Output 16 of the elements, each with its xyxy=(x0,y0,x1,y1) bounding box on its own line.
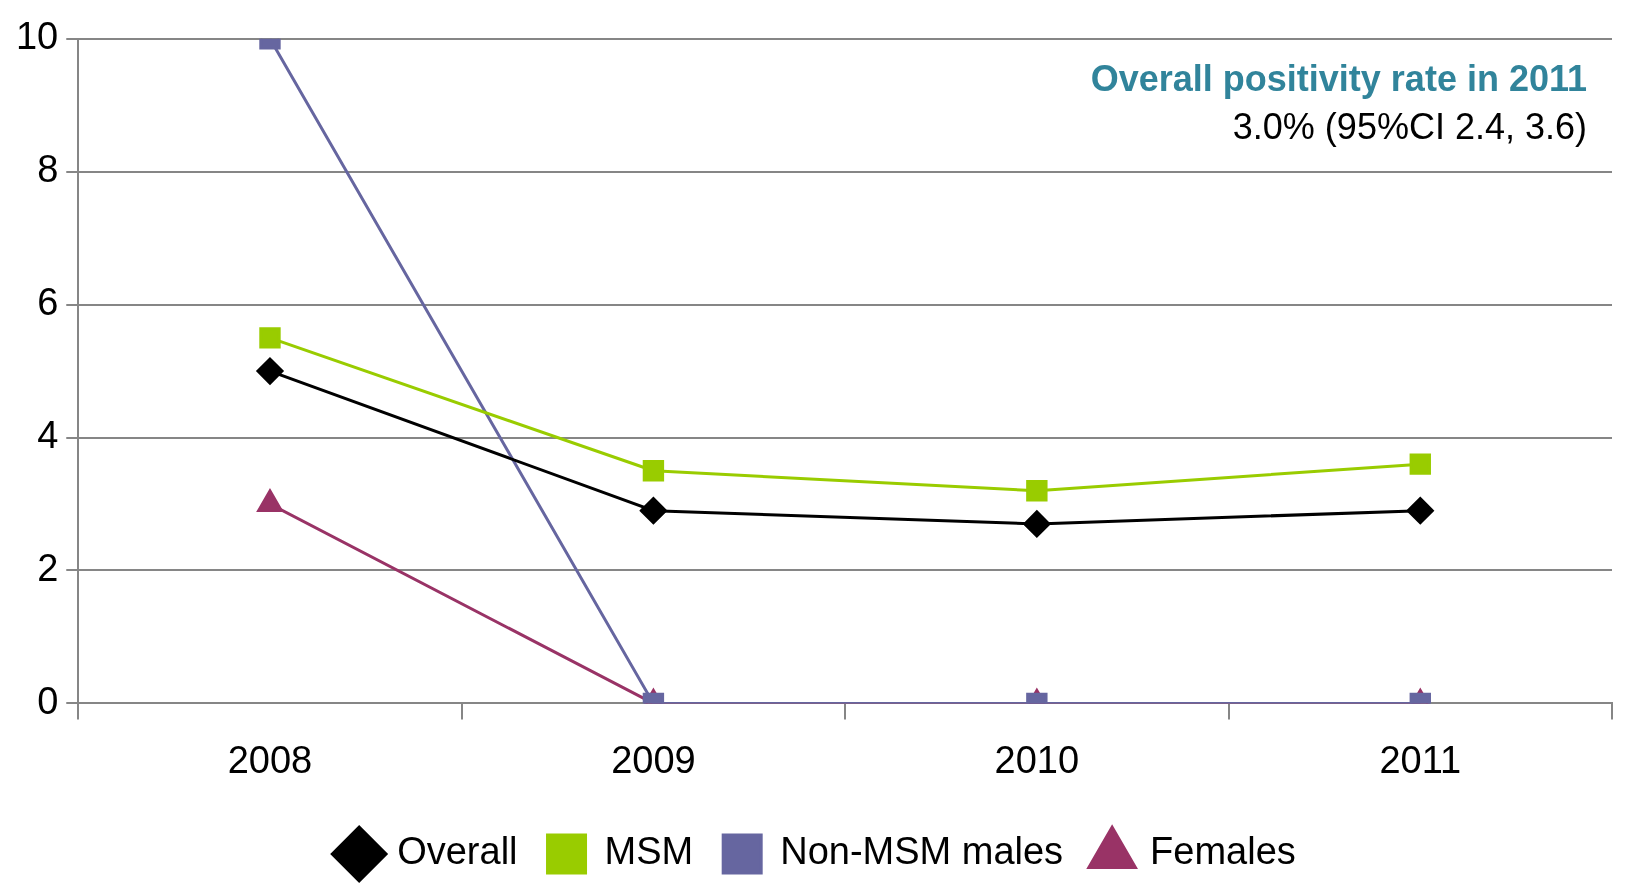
y-tick-label: 10 xyxy=(15,15,59,58)
y-tick-label: 4 xyxy=(37,414,59,457)
legend-label: Overall xyxy=(397,830,518,873)
x-tick-label: 2009 xyxy=(611,738,696,781)
annotation: Overall positivity rate in 2011 xyxy=(1090,57,1587,99)
y-tick-label: 6 xyxy=(37,281,59,324)
x-tick-label: 2011 xyxy=(1379,738,1462,781)
legend-label: Non-MSM males xyxy=(780,830,1064,873)
x-tick-label: 2010 xyxy=(994,738,1080,781)
y-tick-label: 0 xyxy=(37,679,59,722)
x-tick-label: 2008 xyxy=(227,738,313,781)
legend-label: MSM xyxy=(604,830,694,873)
y-tick-label: 8 xyxy=(37,148,59,191)
y-tick-label: 2 xyxy=(37,546,59,589)
legend-label: Females xyxy=(1150,830,1296,873)
annotation: 3.0% (95%CI 2.4, 3.6) xyxy=(1232,105,1587,147)
